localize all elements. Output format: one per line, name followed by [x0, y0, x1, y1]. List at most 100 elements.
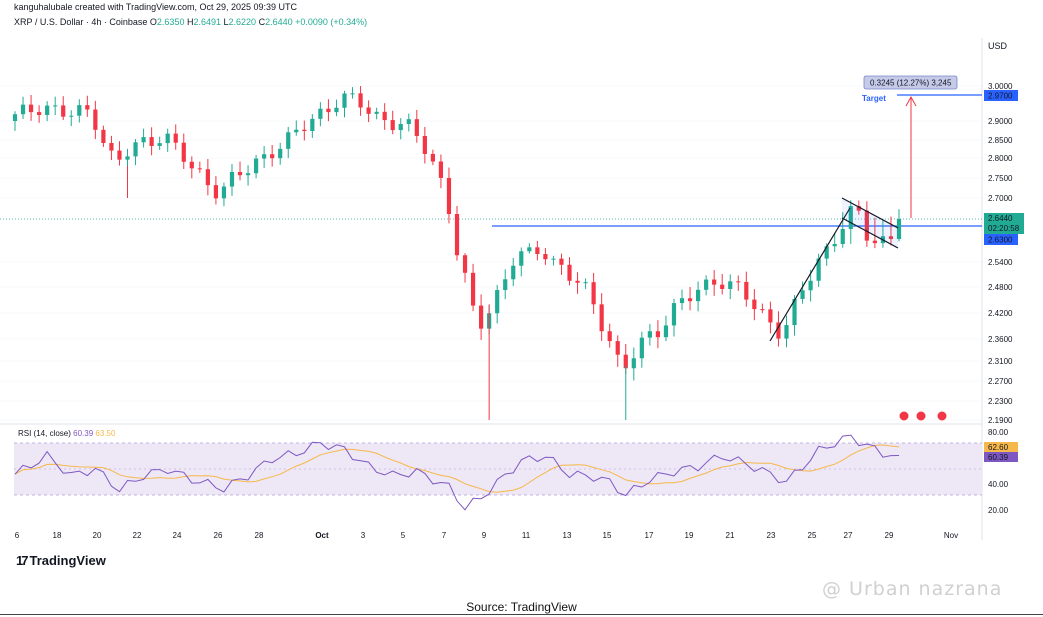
candle-body [832, 244, 837, 247]
candle-body [45, 105, 50, 115]
created-by-text: kanguhalubale created with TradingView.c… [14, 2, 298, 12]
time-axis: 6 18 20 22 24 26 28 Oct 3 5 7 9 11 13 15 17 19 21 23 25 27 29… [15, 531, 958, 540]
price-tick-label: 2.3600 [988, 335, 1013, 344]
candlestick-series [12, 86, 902, 420]
candle-body [704, 279, 709, 290]
rsi-tick-label: 80.00 [988, 428, 1009, 437]
candle-body [286, 132, 291, 149]
candle-body [744, 281, 749, 300]
source-caption: Source: TradingView [466, 600, 577, 614]
price-tick-label: 2.3100 [988, 357, 1013, 366]
time-tick-label: 6 [15, 531, 20, 540]
time-tick-label: 24 [173, 531, 182, 540]
tradingview-logo-text: TradingView [29, 553, 106, 568]
rsi-tag-upper-bg [984, 442, 1018, 452]
measure-box-text: 0.3245 (12.27%) 3,245 [870, 79, 952, 88]
target-arrow-head [905, 95, 917, 107]
time-tick-label: 25 [808, 531, 817, 540]
candle-body [527, 247, 532, 252]
symbol-ohlc-bar: XRP / U.S. Dollar · 4h · Coinbase O2.635… [14, 17, 367, 27]
time-tick-label: 19 [685, 531, 694, 540]
candle-body [93, 109, 98, 130]
time-tick-label: 26 [214, 531, 223, 540]
time-tick-label: 13 [563, 531, 572, 540]
candle-body [736, 281, 741, 283]
tradingview-logo[interactable]: 17 TradingView [16, 553, 106, 568]
candle-body [53, 105, 58, 107]
candle-body [382, 111, 387, 121]
close-value: 2.6440 [265, 17, 293, 27]
candle-body [245, 173, 251, 176]
candle-body [12, 114, 18, 121]
candle-body [551, 258, 556, 260]
event-flag-icon [936, 410, 948, 422]
candle-body [165, 133, 170, 144]
candle-body [37, 112, 42, 115]
symbol-label[interactable]: XRP / U.S. Dollar · 4h · Coinbase [14, 17, 148, 27]
price-axis: 3.0000 2.9000 2.8500 2.8000 2.7500 2.7000 2.54… [988, 82, 1013, 425]
candle-body [141, 137, 146, 143]
candle-body [864, 210, 869, 241]
candle-body [197, 168, 202, 170]
time-tick-label: 3 [361, 531, 366, 540]
candle-body [591, 282, 596, 305]
candle-body [28, 104, 34, 113]
candle-body [270, 154, 275, 159]
rsi-legend[interactable]: RSI (14, close) 60.39 63.50 [18, 429, 115, 438]
time-tick-label: 27 [844, 531, 853, 540]
candle-body [808, 280, 813, 291]
candle-body [438, 161, 444, 178]
support-price-tag-bg [984, 234, 1018, 245]
candle-body [575, 280, 580, 283]
candle-body [205, 169, 210, 186]
candle-body [237, 171, 243, 176]
candle-body [390, 120, 395, 131]
bottom-rule [0, 614, 1043, 615]
rsi-axis: 80.00 40.00 20.00 [988, 428, 1009, 515]
price-tick-label: 2.7500 [988, 174, 1013, 183]
candle-body [358, 93, 363, 108]
candle-body [543, 254, 548, 260]
candle-body [101, 129, 106, 144]
candle-body [776, 322, 781, 339]
price-tick-label: 2.2300 [988, 397, 1013, 406]
price-tick-label: 2.4200 [988, 309, 1013, 318]
candle-body [462, 255, 468, 273]
candle-body [77, 105, 82, 116]
change-value: +0.0090 (+0.34%) [295, 17, 368, 27]
candle-body [511, 265, 516, 280]
candle-body [848, 206, 853, 229]
open-label: O [149, 17, 157, 27]
price-tick-label: 3.0000 [988, 82, 1013, 91]
time-tick-label: 17 [645, 531, 654, 540]
flag-channel-fill [842, 198, 898, 248]
candle-body [583, 282, 588, 284]
candle-body [334, 107, 339, 113]
candle-body [117, 150, 122, 160]
candle-body [326, 108, 331, 113]
candle-body [406, 119, 411, 125]
candle-body [784, 325, 789, 339]
candle-body [302, 129, 307, 132]
trendline-rising [769, 207, 851, 342]
candle-body [631, 358, 636, 369]
candle-body [422, 135, 427, 154]
candle-body [470, 272, 476, 306]
rsi-value: 60.39 [73, 429, 94, 438]
flag-upper-line [841, 197, 899, 229]
candle-body [792, 298, 797, 326]
rsi-ma-value: 63.50 [95, 429, 116, 438]
rsi-tag-lower: 60.39 [988, 453, 1009, 462]
candle-body [189, 161, 194, 169]
price-tick-label: 2.4800 [988, 283, 1013, 292]
candle-body [454, 213, 460, 256]
price-tick-label: 2.5400 [988, 258, 1013, 267]
currency-label[interactable]: USD [988, 41, 1008, 51]
rsi-tick-label: 40.00 [988, 480, 1009, 489]
current-price-tag: 2.6440 [988, 214, 1013, 223]
time-tick-label: Nov [944, 531, 958, 540]
candle-body [213, 185, 219, 199]
candle-body [253, 158, 259, 174]
candle-body [294, 129, 299, 133]
